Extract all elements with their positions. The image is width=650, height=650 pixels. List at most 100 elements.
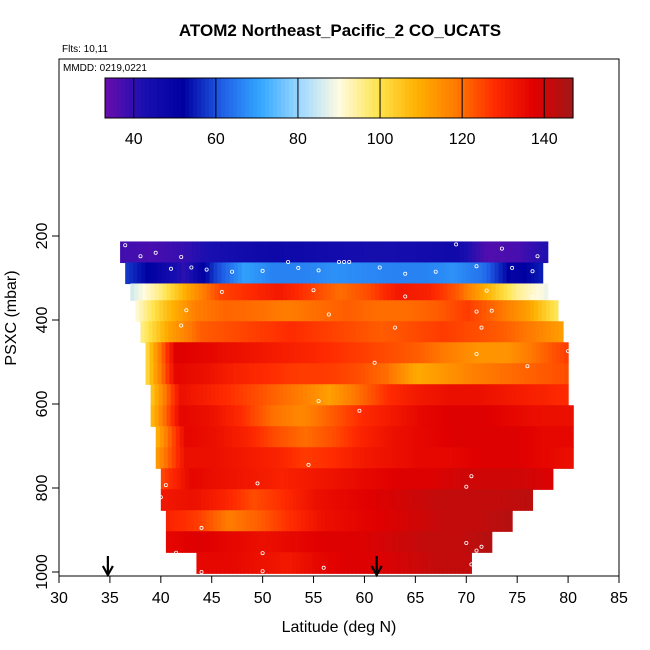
curtain-cell [329, 262, 335, 285]
curtain-cell [359, 552, 365, 574]
curtain-cell [289, 342, 294, 364]
curtain-cell [408, 510, 414, 532]
curtain-cell [428, 342, 434, 364]
curtain-cell [281, 342, 286, 364]
curtain-cell [255, 241, 261, 264]
curtain-cell [328, 342, 334, 364]
curtain-cell [565, 447, 570, 469]
curtain-cell [368, 447, 374, 469]
curtain-cell [488, 468, 494, 490]
curtain-cell [270, 531, 276, 553]
curtain-cell [211, 426, 217, 448]
curtain-cell [371, 321, 377, 343]
curtain-cell [548, 468, 554, 490]
curtain-cell [279, 321, 285, 343]
curtain-cell [239, 300, 244, 322]
curtain-cell [180, 321, 185, 343]
curtain-cell [314, 283, 320, 301]
curtain-cell [408, 426, 414, 448]
colorbar-swatch [197, 78, 202, 118]
curtain-cell [328, 489, 334, 511]
sample-point [316, 399, 321, 404]
curtain-cell [225, 510, 231, 532]
curtain-cell [260, 552, 265, 574]
curtain-cell [447, 321, 452, 343]
curtain-cell [348, 363, 354, 385]
curtain-cell [286, 405, 291, 427]
curtain-cell [154, 405, 160, 427]
curtain-cell [172, 321, 177, 343]
curtain-cell [466, 262, 471, 285]
curtain-cell [519, 283, 525, 301]
curtain-cell [439, 531, 445, 553]
sample-point [464, 541, 469, 546]
curtain-cell [402, 300, 408, 322]
curtain-cell [376, 363, 382, 385]
curtain-cell [424, 489, 430, 511]
curtain-cell [364, 489, 370, 511]
curtain-cell [246, 405, 251, 427]
curtain-cell [561, 426, 566, 448]
curtain-cell [536, 468, 542, 490]
curtain-cell [434, 300, 439, 322]
curtain-cell [301, 363, 306, 385]
curtain-cell [380, 489, 386, 511]
curtain-cell [379, 241, 385, 264]
curtain-cell [274, 531, 280, 553]
curtain-cell [537, 447, 542, 469]
sample-point [204, 267, 209, 272]
curtain-cell [245, 342, 250, 364]
curtain-cell [334, 283, 340, 301]
colorbar-swatch [161, 78, 166, 118]
curtain-cell [323, 241, 329, 264]
curtain-cell [208, 321, 213, 343]
curtain-cell [261, 363, 266, 385]
curtain-cell [442, 300, 447, 322]
x-tick-label: 50 [254, 590, 272, 607]
curtain-cell [531, 321, 536, 343]
curtain-cell [278, 300, 284, 322]
curtain-cell [376, 468, 382, 490]
curtain-cell [507, 384, 513, 406]
colorbar-swatch [533, 78, 538, 118]
colorbar-swatch [349, 78, 354, 118]
curtain-cell [404, 342, 410, 364]
curtain-cell [433, 405, 439, 427]
curtain-cell [432, 510, 438, 532]
curtain-cell [200, 241, 205, 264]
curtain-cell [372, 510, 378, 532]
curtain-cell [472, 426, 478, 448]
curtain-cell [141, 262, 146, 285]
curtain-cell [213, 510, 219, 532]
curtain-cell [324, 363, 330, 385]
curtain-cell [431, 321, 437, 343]
curtain-cell [344, 489, 350, 511]
curtain-cell [302, 283, 308, 301]
curtain-cell [431, 283, 436, 301]
curtain-cell [160, 241, 165, 264]
curtain-cell [249, 363, 254, 385]
curtain-cell [527, 283, 533, 301]
curtain-cell [265, 363, 270, 385]
curtain-cell [315, 552, 321, 574]
curtain-cell [515, 283, 521, 301]
curtain-cell [220, 552, 225, 574]
x-tick-label: 65 [406, 590, 424, 607]
curtain-cell [300, 468, 306, 490]
curtain-cell [435, 552, 441, 574]
curtain-cell [356, 426, 362, 448]
curtain-cell [222, 384, 228, 406]
curtain-cell [387, 552, 393, 574]
curtain-cell [404, 426, 410, 448]
curtain-cell [249, 342, 254, 364]
curtain-cell [351, 241, 357, 264]
curtain-cell [346, 300, 352, 322]
curtain-cell [241, 363, 246, 385]
colorbar-swatch [157, 78, 162, 118]
sample-point [158, 495, 163, 500]
curtain-cell [435, 531, 441, 553]
curtain-cell [436, 489, 442, 511]
curtain-cell [468, 510, 473, 532]
curtain-cell [443, 241, 449, 264]
curtain-cell [267, 241, 273, 264]
